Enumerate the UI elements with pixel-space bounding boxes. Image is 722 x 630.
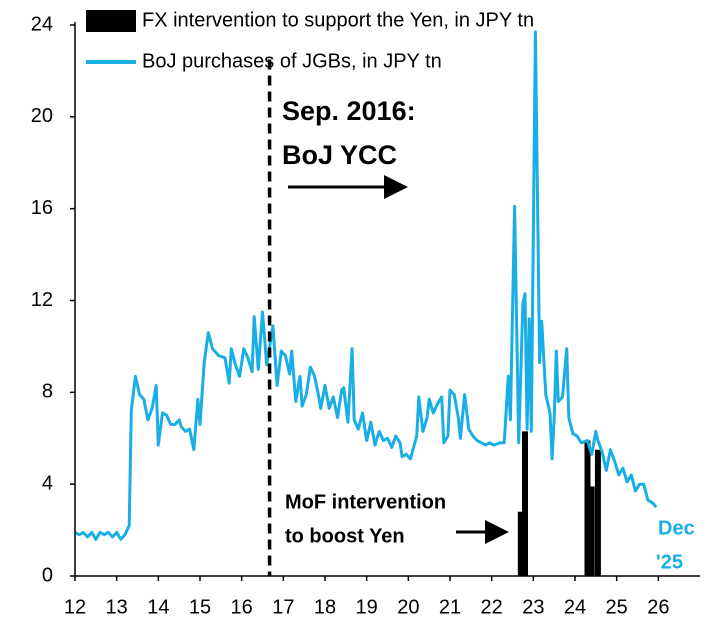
bar [584,440,591,576]
y-tick-label: 12 [31,289,53,311]
x-tick-label: 23 [522,596,544,618]
annotation: Dec [658,517,695,539]
y-tick-label: 8 [42,381,53,403]
y-tick-label: 20 [31,105,53,127]
bar [588,486,595,576]
y-tick-label: 4 [42,472,53,494]
annotation: Sep. 2016: [282,96,416,126]
x-tick-label: 22 [481,596,503,618]
x-tick-label: 24 [564,596,586,618]
x-tick-label: 13 [106,596,128,618]
x-tick-label: 12 [64,596,86,618]
x-tick-label: 20 [397,596,419,618]
line [74,30,658,541]
x-tick-label: 25 [606,596,628,618]
legend-swatch [86,10,136,32]
x-tick-label: 17 [272,596,294,618]
x-tick-label: 18 [314,596,336,618]
legend-label: FX intervention to support the Yen, in J… [142,9,534,31]
x-tick-label: 26 [647,596,669,618]
bar [517,511,524,576]
x-tick-label: 21 [439,596,461,618]
bar [522,431,528,576]
x-tick-label: 19 [356,596,378,618]
annotation: BoJ YCC [282,140,397,170]
bar [594,449,601,576]
legend-label: BoJ purchases of JGBs, in JPY tn [142,50,442,72]
x-tick-label: 15 [189,596,211,618]
plot: 0 4 8 12 16 20 24 12 13 14 15 16 17 18 19 20 21 22 23 24 25 2… [31,9,700,618]
x-tick-label: 14 [147,596,169,618]
annotation: to boost Yen [285,525,405,547]
y-tick-label: 16 [31,197,53,219]
y-tick-label: 24 [31,13,53,35]
y-tick-label: 0 [42,564,53,586]
annotation: '25 [656,551,683,573]
x-tick-label: 16 [231,596,253,618]
annotation: MoF intervention [285,491,446,513]
